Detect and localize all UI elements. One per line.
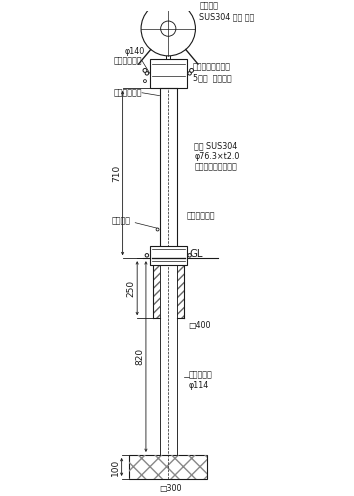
Text: □300: □300: [159, 484, 182, 493]
Text: ワンタッチ鍵: ワンタッチ鍵: [187, 211, 215, 220]
Bar: [150, 246, 187, 265]
Circle shape: [145, 253, 149, 257]
Text: キャップ
SUS304 バフ 研磨: キャップ SUS304 バフ 研磨: [199, 1, 255, 21]
Bar: [130, 455, 207, 479]
Circle shape: [143, 80, 147, 82]
Circle shape: [145, 71, 149, 75]
Text: φ140: φ140: [125, 47, 145, 56]
Text: 六角キー: 六角キー: [112, 216, 131, 225]
Circle shape: [190, 68, 194, 72]
Text: 支住 SUS304
φ76.3×t2.0
ヘアーライン仕上げ: 支住 SUS304 φ76.3×t2.0 ヘアーライン仕上げ: [194, 141, 240, 171]
Text: ゴムパッキン: ゴムパッキン: [114, 56, 142, 65]
Bar: [130, 455, 207, 479]
Circle shape: [143, 68, 147, 72]
Circle shape: [188, 71, 192, 75]
Text: 250: 250: [127, 280, 136, 297]
Text: 710: 710: [112, 165, 121, 182]
Text: 100: 100: [111, 458, 120, 476]
Circle shape: [141, 1, 195, 56]
Text: 外尴パイプ
φ114: 外尴パイプ φ114: [189, 371, 212, 390]
Text: □400: □400: [189, 321, 211, 330]
Text: ステンレスクサリ
5ミリ  電解研磨: ステンレスクサリ 5ミリ 電解研磨: [193, 62, 231, 82]
Text: 白反射テープ: 白反射テープ: [114, 88, 142, 97]
Bar: [150, 59, 187, 88]
Bar: [153, 258, 160, 318]
Circle shape: [156, 228, 159, 231]
Circle shape: [188, 253, 192, 257]
Text: GL: GL: [190, 249, 203, 259]
Bar: [177, 258, 184, 318]
Text: 820: 820: [136, 348, 144, 365]
Circle shape: [161, 21, 176, 36]
